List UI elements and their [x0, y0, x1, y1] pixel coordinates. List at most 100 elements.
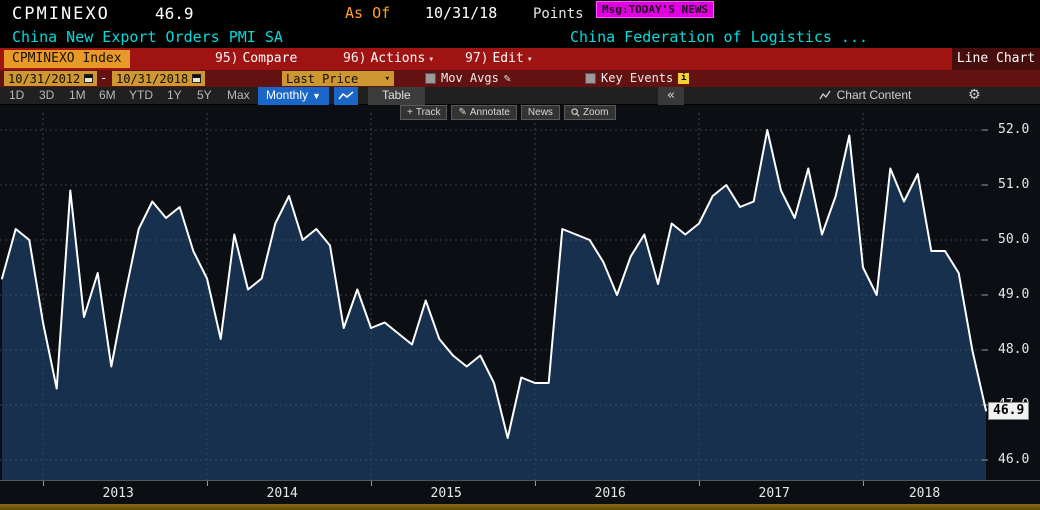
pencil-icon[interactable]: ✎	[503, 71, 512, 85]
menu-actions[interactable]: 96) Actions ▾	[343, 51, 434, 66]
key-events-label: Key Events	[601, 71, 674, 85]
annotate-label: Annotate	[469, 107, 510, 118]
security-name: China New Export Orders PMI SA	[12, 28, 283, 46]
frequency-value: Monthly	[266, 88, 309, 102]
chart-toolbar: 1D 3D 1M 6M YTD 1Y 5Y Max Monthly ▼ Table…	[0, 87, 1040, 105]
menu-label: Compare	[242, 51, 298, 66]
date-to-field[interactable]: 10/31/2018	[112, 71, 206, 86]
menu-key: 96)	[343, 51, 367, 66]
chevron-down-icon: ▾	[428, 54, 435, 65]
gear-icon[interactable]: ⚙	[968, 87, 981, 103]
area-fill	[2, 130, 986, 480]
annotate-button[interactable]: ✎ Annotate	[451, 105, 517, 120]
menu-label: Actions	[370, 51, 426, 66]
menu-edit[interactable]: 97) Edit ▾	[465, 51, 533, 66]
x-axis-line	[0, 480, 1040, 481]
zoom-button[interactable]: Zoom	[563, 105, 616, 120]
chevron-down-icon: ▾	[526, 54, 533, 65]
y-axis-tick-label: 50.0	[998, 232, 1030, 247]
x-axis-tick	[535, 481, 536, 486]
period-6m[interactable]: 6M	[99, 88, 116, 102]
x-axis-year-label: 2013	[102, 486, 134, 501]
ticker-symbol: CPMINEXO	[12, 4, 110, 24]
last-value-tag: 46.9	[988, 401, 1030, 420]
period-3d[interactable]: 3D	[39, 88, 55, 102]
period-5y[interactable]: 5Y	[197, 88, 212, 102]
y-axis-tick-label: 52.0	[998, 122, 1030, 137]
info-icon[interactable]: i	[678, 72, 690, 84]
x-axis-tick	[43, 481, 44, 486]
date-from-field[interactable]: 10/31/2012	[4, 71, 98, 86]
collapse-panel-button[interactable]: «	[658, 87, 684, 105]
pencil-icon: ✎	[458, 107, 467, 118]
date-to-value: 10/31/2018	[116, 71, 189, 86]
plus-icon: +	[407, 107, 413, 118]
x-axis-year-label: 2014	[266, 486, 298, 501]
key-events-checkbox[interactable]	[585, 72, 596, 84]
menu-label: Edit	[492, 51, 524, 66]
chart-content-button[interactable]: Chart Content	[760, 88, 970, 102]
track-label: Track	[415, 107, 441, 118]
calendar-icon[interactable]	[192, 74, 202, 83]
chevron-down-icon: ▾	[384, 73, 390, 84]
zoom-label: Zoom	[582, 107, 609, 118]
track-button[interactable]: + Track	[400, 105, 448, 120]
units-label: Points	[533, 6, 584, 22]
price-field-value: Last Price	[286, 71, 359, 86]
price-field-dropdown[interactable]: Last Price ▾	[282, 71, 394, 86]
date-from-value: 10/31/2012	[8, 71, 81, 86]
line-chart-icon	[338, 91, 354, 100]
y-axis-tick-label: 48.0	[998, 342, 1030, 357]
news-label: News	[527, 107, 553, 118]
chart-tools: + Track ✎ Annotate News Zoom	[400, 105, 616, 120]
period-max[interactable]: Max	[227, 88, 250, 102]
menu-compare[interactable]: 95) Compare	[215, 51, 297, 66]
period-ytd[interactable]: YTD	[129, 88, 153, 102]
table-button[interactable]: Table	[368, 87, 425, 105]
x-axis-year-label: 2015	[430, 486, 462, 501]
chart-content-label: Chart Content	[836, 88, 912, 102]
title-bar: CPMINEXO 46.9 As Of 10/31/18 Points Msg:…	[0, 0, 1040, 26]
key-events-option: Key Events i	[585, 71, 690, 85]
y-axis-tick-label: 51.0	[998, 177, 1030, 192]
x-axis-tick	[699, 481, 700, 486]
chevron-down-icon: ▼	[312, 91, 321, 101]
x-axis-year-label: 2018	[908, 486, 941, 501]
y-axis-tick-label: 49.0	[998, 287, 1030, 302]
menu-key: 95)	[215, 51, 239, 66]
as-of-label: As Of	[345, 4, 391, 22]
period-1d[interactable]: 1D	[9, 88, 25, 102]
period-1y[interactable]: 1Y	[167, 88, 182, 102]
line-chart-plot[interactable]	[0, 105, 988, 481]
bottom-edge-bar	[0, 504, 1040, 510]
security-description-bar: China New Export Orders PMI SA China Fed…	[0, 26, 1040, 48]
x-axis-tick	[371, 481, 372, 486]
menu-bar: CPMINEXO Index 95) Compare 96) Actions ▾ 97…	[0, 48, 1040, 70]
frequency-dropdown[interactable]: Monthly ▼	[258, 87, 329, 105]
price-line	[1, 129, 987, 439]
line-chart-type-button[interactable]	[334, 87, 358, 105]
y-axis-tick-label: 46.0	[998, 452, 1030, 467]
security-source: China Federation of Logistics ...	[570, 28, 869, 46]
security-field[interactable]: CPMINEXO Index	[4, 50, 130, 68]
view-mode-label: Line Chart	[952, 48, 1040, 70]
period-1m[interactable]: 1M	[69, 88, 86, 102]
mov-avgs-checkbox[interactable]	[425, 72, 436, 84]
x-axis-year-label: 2017	[758, 486, 790, 501]
news-button[interactable]: News	[520, 105, 560, 120]
x-axis-tick	[207, 481, 208, 486]
settings-bar: 10/31/2012 - 10/31/2018 Last Price ▾ Mov…	[0, 70, 1040, 87]
x-axis-year-label: 2016	[594, 486, 626, 501]
x-axis-tick	[863, 481, 864, 486]
chart-content-icon	[819, 90, 831, 100]
message-alert-badge[interactable]: Msg:TODAY'S NEWS	[596, 1, 714, 18]
chart-area[interactable]: + Track ✎ Annotate News Zoom 52.0 51.0 50.0 4…	[0, 105, 1040, 510]
date-range-separator: -	[100, 71, 108, 85]
magnifier-icon	[571, 108, 580, 117]
as-of-date: 10/31/18	[425, 4, 498, 22]
mov-avgs-option: Mov Avgs ✎	[425, 71, 511, 85]
menu-key: 97)	[465, 51, 489, 66]
calendar-icon[interactable]	[84, 74, 94, 83]
last-value: 46.9	[155, 4, 194, 23]
